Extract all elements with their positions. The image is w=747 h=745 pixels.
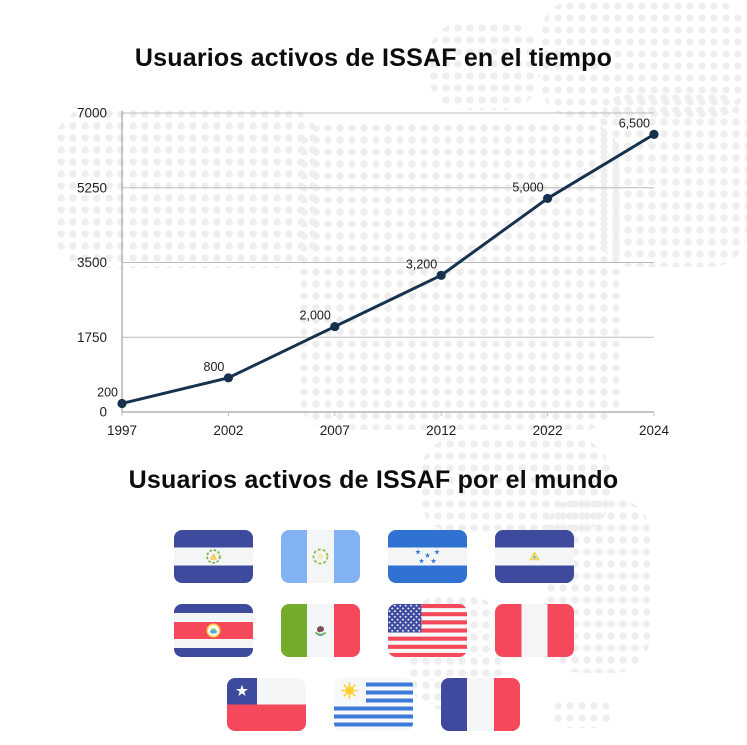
chile-flag-icon: [227, 678, 306, 731]
data-point-label: 2,000: [300, 309, 331, 323]
honduras-flag-icon: [387, 530, 467, 583]
flags-row-2: [0, 604, 747, 657]
data-point-label: 800: [204, 360, 225, 374]
trend-line: [120, 132, 656, 405]
world-map-dots: [298, 122, 620, 430]
world-map-dots: [552, 700, 612, 728]
usa-flag-icon: [387, 604, 467, 657]
flags-row-3: [0, 678, 747, 731]
chart-title: Usuarios activos de ISSAF en el tiempo: [134, 44, 613, 72]
nicaragua-flag-icon: [494, 530, 574, 583]
data-point-label: 3,200: [406, 257, 437, 271]
x-tick-label: 1997: [107, 423, 137, 438]
x-tick-label: 2002: [213, 423, 243, 438]
mexico-flag-icon: [280, 604, 360, 657]
world-map-dots: [428, 22, 540, 110]
guatemala-flag-icon: [280, 530, 360, 583]
x-tick-label: 2007: [320, 423, 350, 438]
peru-flag-icon: [494, 604, 574, 657]
france-flag-icon: [441, 678, 520, 731]
data-point-label: 6,500: [619, 116, 650, 130]
data-point: [117, 398, 127, 409]
flags-row-1: [0, 530, 747, 583]
active-users-line-chart: 0 1750 3500 5250 7000 1997 2002 2007 2012 2022 202…: [77, 106, 670, 439]
world-title: Usuarios activos de ISSAF por el mundo: [128, 466, 619, 494]
x-tick-label: 2022: [533, 423, 563, 438]
y-tick-label: 0: [99, 405, 107, 420]
y-tick-label: 7000: [77, 106, 107, 121]
el-salvador-flag-icon: [173, 530, 253, 583]
data-point: [649, 129, 659, 139]
x-tick-label: 2024: [639, 423, 670, 438]
uruguay-flag-icon: [334, 678, 413, 731]
data-point: [330, 321, 340, 332]
x-tick-label: 2012: [426, 423, 456, 438]
data-point: [223, 373, 233, 383]
world-map-dots: [598, 92, 747, 267]
data-point-label: 200: [97, 385, 118, 399]
data-point: [543, 193, 553, 204]
data-point: [436, 270, 446, 280]
costa-rica-flag-icon: [173, 604, 253, 657]
data-point-label: 5,000: [512, 180, 543, 194]
y-tick-label: 5250: [77, 180, 107, 195]
y-tick-label: 1750: [77, 330, 107, 345]
y-tick-label: 3500: [77, 255, 107, 270]
